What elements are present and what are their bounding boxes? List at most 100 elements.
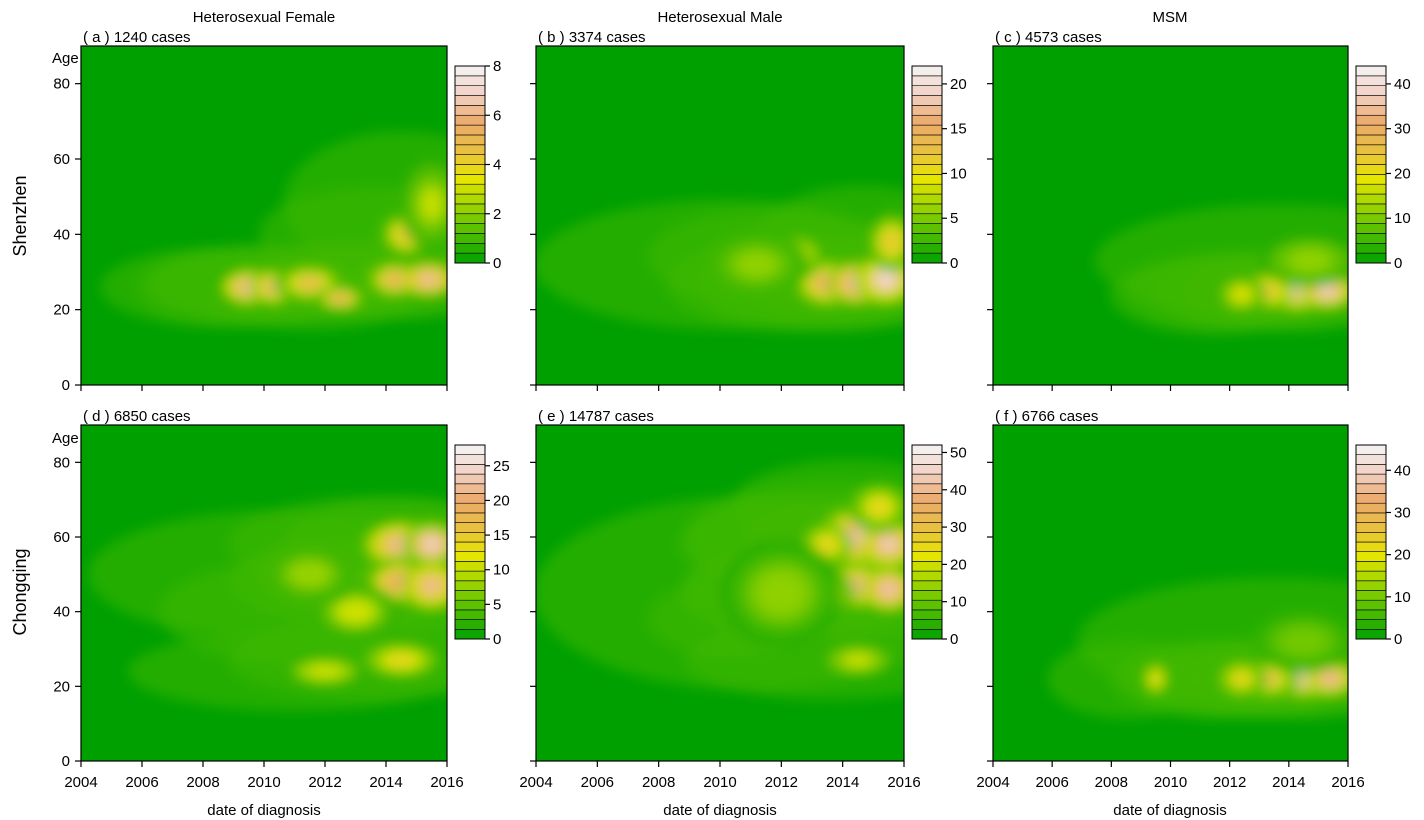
- colorbar-segment: [1355, 105, 1387, 116]
- heatmap-cells: [536, 185, 904, 332]
- colorbar-segment: [911, 233, 943, 244]
- x-tick-label: 2016: [430, 774, 463, 791]
- colorbar-segment: [454, 174, 486, 185]
- row-title-shenzhen: Shenzhen: [10, 175, 30, 256]
- colorbar-tick-label: 20: [1394, 165, 1411, 182]
- heatmap-cells: [536, 459, 904, 700]
- colorbar-segment: [1355, 512, 1387, 523]
- heatmap-cells: [1047, 577, 1348, 719]
- density-level: [1320, 672, 1341, 686]
- colorbar-tick-label: 40: [1394, 462, 1411, 479]
- colorbar-segment: [454, 512, 486, 523]
- colorbar-segment: [911, 213, 943, 224]
- colorbar-segment: [1355, 193, 1387, 205]
- x-axis-title-b: date of diagnosis: [663, 802, 776, 819]
- colorbar-segment: [454, 493, 486, 504]
- colorbar-frame: [1355, 444, 1387, 640]
- colorbar-segment: [1355, 114, 1387, 126]
- x-tick-label: 2004: [64, 774, 97, 791]
- colorbar-segment: [454, 522, 486, 533]
- x-axis-title-a: date of diagnosis: [207, 802, 320, 819]
- colorbar-segment: [1355, 590, 1387, 601]
- colorbar-segment: [1355, 493, 1387, 504]
- colorbar-segment: [454, 561, 486, 572]
- x-tick-label: 2008: [186, 774, 219, 791]
- colorbar-segment: [1355, 551, 1387, 562]
- colorbar-segment: [1355, 531, 1387, 543]
- density-level: [844, 654, 872, 667]
- y-tick-label: 60: [53, 529, 70, 546]
- density-level: [421, 577, 442, 594]
- colorbar-segment: [911, 252, 943, 264]
- colorbar-segment: [1355, 252, 1387, 264]
- colorbar-tick-label: 10: [950, 165, 967, 182]
- y-tick-label: 60: [53, 151, 70, 168]
- colorbar-segment: [1355, 570, 1387, 582]
- x-tick-label: 2012: [765, 774, 798, 791]
- colorbar-segment: [454, 213, 486, 224]
- colorbar-tick-label: 15: [493, 527, 510, 544]
- colorbar-segment: [911, 628, 943, 640]
- colorbar-segment: [911, 124, 943, 136]
- colorbar-segment: [1355, 628, 1387, 640]
- colorbar-segment: [454, 154, 486, 165]
- colorbar-segment: [454, 619, 486, 630]
- colorbar-segment: [454, 183, 486, 195]
- colorbar-segment: [454, 502, 486, 514]
- x-tick-label: 2012: [1213, 774, 1246, 791]
- colorbar-segment: [1355, 95, 1387, 106]
- colorbar-tick-label: 15: [950, 121, 967, 138]
- colorbar-tick-label: 25: [493, 458, 510, 475]
- colorbar-segment: [911, 193, 943, 205]
- panel-c: ( c ) 4573 cases 0 10 20 30 40: [987, 29, 1411, 391]
- density-level: [817, 536, 838, 553]
- colorbar-segment: [911, 561, 943, 572]
- colorbar-segment: [1355, 85, 1387, 96]
- column-title-msm: MSM: [1153, 9, 1188, 26]
- colorbar-segment: [454, 609, 486, 620]
- colorbar-segment: [1355, 75, 1387, 86]
- colorbar-segment: [454, 223, 486, 234]
- colorbar-segment: [911, 502, 943, 514]
- colorbar-segment: [454, 473, 486, 485]
- x-tick-label: 2010: [703, 774, 736, 791]
- density-level: [310, 666, 340, 677]
- x-tick-label: 2014: [826, 774, 859, 791]
- colorbar-tick-label: 20: [493, 492, 510, 509]
- colorbar-tick-label: 10: [1394, 589, 1411, 606]
- density-haze: [684, 620, 904, 700]
- colorbar-segment: [454, 444, 486, 455]
- colorbar-segment: [911, 85, 943, 96]
- colorbar-tick-label: 10: [1394, 210, 1411, 227]
- density-level: [386, 274, 404, 285]
- colorbar-tick-label: 2: [493, 206, 501, 223]
- colorbar-segment: [1355, 124, 1387, 136]
- x-tick-label: 2010: [1154, 774, 1187, 791]
- colorbar-tick-label: 4: [493, 157, 501, 174]
- panel-a: 0 20 40 60 80 ( a ) 1240 cases 0 2 4 6 8: [53, 29, 501, 394]
- colorbar-tick-label: 0: [1394, 255, 1402, 272]
- colorbar-segment: [454, 531, 486, 543]
- colorbar-tick-label: 5: [493, 596, 501, 613]
- colorbar-segment: [454, 134, 486, 146]
- colorbar-segment: [1355, 619, 1387, 630]
- x-tick-label: 2016: [1331, 774, 1364, 791]
- colorbar-tick-label: 20: [950, 76, 967, 93]
- panels-layer: 0 20 40 60 80 ( a ) 1240 cases 0 2 4 6 8 ( b ) 3374…: [53, 29, 1411, 791]
- colorbar-segment: [1355, 233, 1387, 244]
- density-level: [880, 538, 897, 551]
- density-level: [422, 191, 441, 218]
- colorbar-segment: [911, 551, 943, 562]
- colorbar-tick-label: 8: [493, 58, 501, 75]
- colorbar-frame: [911, 444, 943, 640]
- colorbar-segment: [1355, 134, 1387, 146]
- colorbar-segment: [1355, 203, 1387, 215]
- colorbar-segment: [1355, 561, 1387, 572]
- density-level: [388, 654, 414, 666]
- density-level: [875, 270, 897, 289]
- y-tick-label: 80: [53, 76, 70, 93]
- colorbar-segment: [911, 134, 943, 146]
- density-level: [1319, 286, 1335, 296]
